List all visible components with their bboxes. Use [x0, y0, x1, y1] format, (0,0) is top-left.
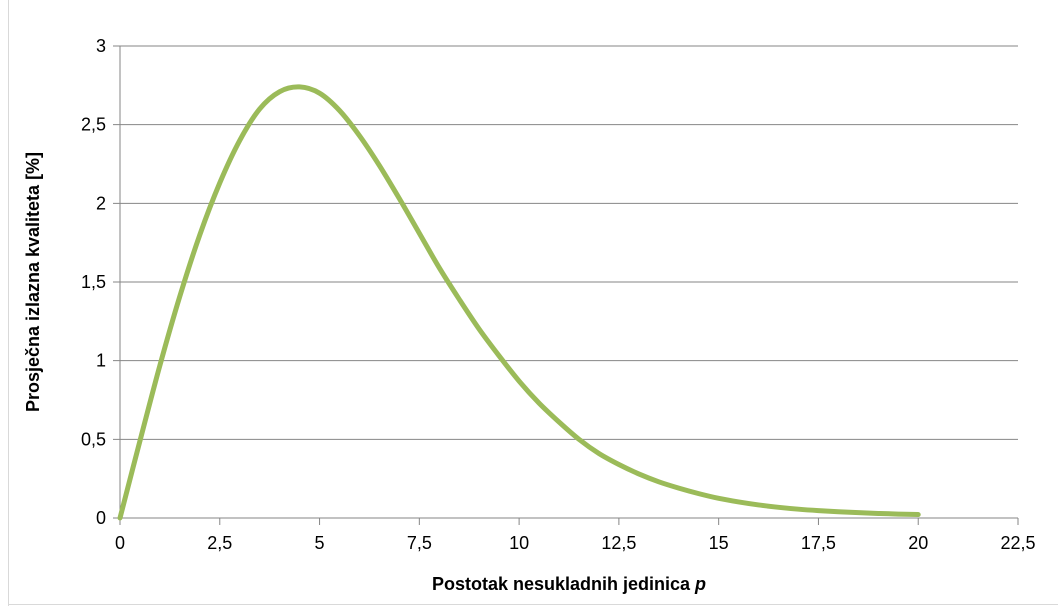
y-tick-label: 1,5 [81, 272, 106, 292]
x-tick-label: 22,5 [1000, 533, 1035, 553]
x-tick-label: 7,5 [407, 533, 432, 553]
series-group [117, 84, 921, 521]
y-tick-label: 3 [96, 36, 106, 56]
chart-frame-left [8, 0, 9, 606]
x-tick-label: 20 [908, 533, 928, 553]
x-tick-labels: 0 2,5 5 7,5 10 12,5 15 17,5 20 22,5 [115, 533, 1036, 553]
x-tick-label: 0 [115, 533, 125, 553]
chart-frame-bottom [8, 604, 1058, 605]
x-tick-label: 10 [509, 533, 529, 553]
x-tick-label: 2,5 [207, 533, 232, 553]
gridlines [113, 45, 1018, 440]
y-tick-labels: 0 0,5 1 1,5 2 2,5 3 [81, 36, 106, 528]
y-tick-label: 0,5 [81, 429, 106, 449]
y-tick-label: 2,5 [81, 115, 106, 135]
x-axis-title: Postotak nesukladnih jedinica p [432, 574, 706, 594]
y-tick-label: 2 [96, 193, 106, 213]
x-tick-label: 15 [709, 533, 729, 553]
x-axis-title-variable: p [694, 574, 706, 594]
series-line-0 [117, 84, 921, 521]
x-axis-title-text: Postotak nesukladnih jedinica [432, 574, 691, 594]
x-tick-label: 5 [315, 533, 325, 553]
y-tick-label: 0 [96, 508, 106, 528]
y-tick-label: 1 [96, 351, 106, 371]
x-tick-label: 12,5 [601, 533, 636, 553]
axes [113, 46, 1019, 525]
x-tick-label: 17,5 [801, 533, 836, 553]
y-axis-title: Prosječna izlazna kvaliteta [%] [23, 152, 43, 412]
